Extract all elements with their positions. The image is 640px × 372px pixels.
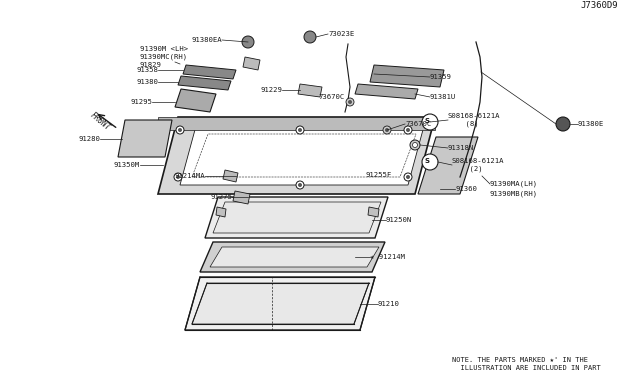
Polygon shape bbox=[180, 126, 424, 185]
Circle shape bbox=[406, 128, 410, 132]
Circle shape bbox=[413, 142, 417, 148]
Polygon shape bbox=[183, 65, 236, 79]
Polygon shape bbox=[205, 197, 388, 238]
Text: 91390MB(RH): 91390MB(RH) bbox=[490, 191, 538, 197]
Text: 91350M: 91350M bbox=[114, 162, 140, 168]
Circle shape bbox=[404, 173, 412, 181]
Text: S: S bbox=[424, 118, 429, 124]
Circle shape bbox=[385, 128, 389, 132]
Polygon shape bbox=[192, 283, 369, 324]
Circle shape bbox=[348, 100, 352, 104]
Text: 91255F: 91255F bbox=[365, 172, 391, 178]
Text: S: S bbox=[424, 158, 429, 164]
Polygon shape bbox=[243, 57, 260, 70]
Text: 91360: 91360 bbox=[455, 186, 477, 192]
Polygon shape bbox=[185, 277, 375, 330]
Circle shape bbox=[178, 128, 182, 132]
Text: 91381U: 91381U bbox=[430, 94, 456, 100]
Text: 73023E: 73023E bbox=[328, 31, 355, 37]
Text: 91380EA: 91380EA bbox=[191, 37, 222, 43]
Circle shape bbox=[296, 126, 304, 134]
Polygon shape bbox=[298, 84, 322, 97]
Polygon shape bbox=[118, 120, 172, 157]
Text: 91390MC(RH): 91390MC(RH) bbox=[140, 54, 188, 60]
Circle shape bbox=[298, 183, 302, 187]
Text: 91358: 91358 bbox=[136, 67, 158, 73]
Text: NOTE. THE PARTS MARKED ★' IN THE
  ILLUSTRATION ARE INCLUDED IN PART
       CODE: NOTE. THE PARTS MARKED ★' IN THE ILLUSTR… bbox=[452, 357, 601, 372]
Polygon shape bbox=[233, 191, 250, 204]
Polygon shape bbox=[175, 89, 216, 112]
Polygon shape bbox=[200, 242, 385, 272]
Text: 91318N: 91318N bbox=[448, 145, 474, 151]
Text: 91829: 91829 bbox=[140, 62, 162, 68]
Polygon shape bbox=[368, 207, 379, 217]
Polygon shape bbox=[158, 117, 435, 130]
Circle shape bbox=[174, 173, 182, 181]
Text: ★ 91214M: ★ 91214M bbox=[370, 254, 405, 260]
Circle shape bbox=[176, 126, 184, 134]
Text: S08168-6121A
    (8): S08168-6121A (8) bbox=[448, 113, 500, 127]
Circle shape bbox=[176, 175, 180, 179]
Polygon shape bbox=[158, 117, 435, 194]
Polygon shape bbox=[216, 207, 226, 217]
Polygon shape bbox=[418, 137, 478, 194]
Polygon shape bbox=[213, 202, 381, 233]
Circle shape bbox=[422, 154, 438, 170]
Circle shape bbox=[406, 175, 410, 179]
Circle shape bbox=[383, 126, 391, 134]
Polygon shape bbox=[210, 247, 379, 267]
Circle shape bbox=[296, 181, 304, 189]
Text: 91250N: 91250N bbox=[386, 217, 412, 223]
Text: 73670C: 73670C bbox=[405, 121, 431, 127]
Text: 91280: 91280 bbox=[78, 136, 100, 142]
Text: 91275: 91275 bbox=[210, 194, 232, 200]
Circle shape bbox=[410, 140, 420, 150]
Circle shape bbox=[422, 114, 438, 130]
Text: 91359: 91359 bbox=[430, 74, 452, 80]
Polygon shape bbox=[178, 76, 231, 90]
Text: 91210: 91210 bbox=[378, 301, 400, 307]
Text: S08168-6121A
    (2): S08168-6121A (2) bbox=[452, 158, 504, 172]
Circle shape bbox=[404, 126, 412, 134]
Text: 73670C: 73670C bbox=[318, 94, 344, 100]
Text: J7360D9: J7360D9 bbox=[580, 1, 618, 10]
Circle shape bbox=[298, 128, 302, 132]
Text: 91380: 91380 bbox=[136, 79, 158, 85]
Polygon shape bbox=[355, 84, 418, 99]
Circle shape bbox=[556, 117, 570, 131]
Circle shape bbox=[242, 36, 254, 48]
Polygon shape bbox=[223, 170, 238, 182]
Polygon shape bbox=[370, 65, 444, 87]
Text: 91390M <LH>: 91390M <LH> bbox=[140, 46, 188, 52]
Text: 91229: 91229 bbox=[260, 87, 282, 93]
Text: 91380E: 91380E bbox=[578, 121, 604, 127]
Text: FRONT: FRONT bbox=[88, 110, 112, 132]
Text: 91214MA: 91214MA bbox=[174, 173, 205, 179]
Text: 91390MA(LH): 91390MA(LH) bbox=[490, 181, 538, 187]
Circle shape bbox=[346, 98, 354, 106]
Circle shape bbox=[304, 31, 316, 43]
Text: 91295: 91295 bbox=[130, 99, 152, 105]
